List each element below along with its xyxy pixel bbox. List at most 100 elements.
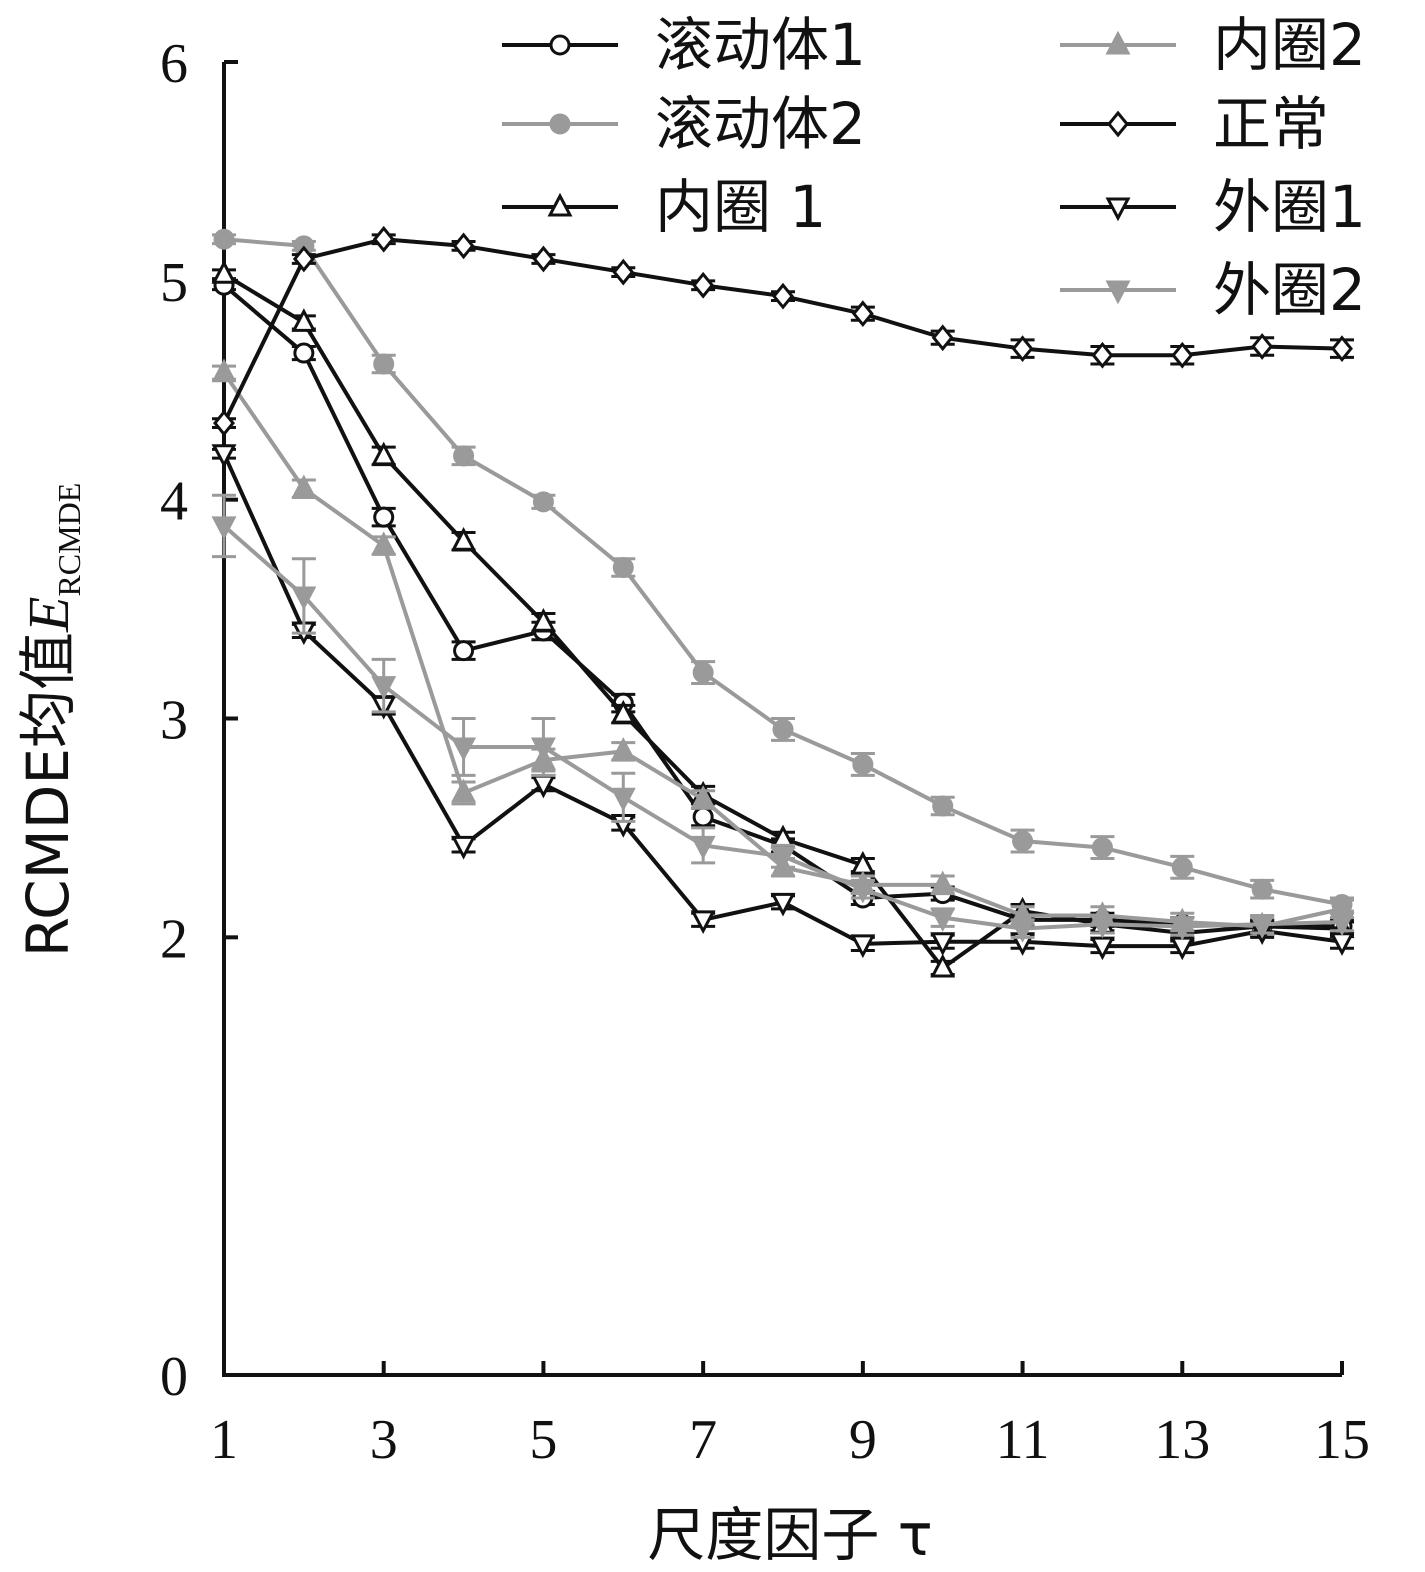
data-point — [850, 934, 876, 959]
data-point — [930, 932, 956, 956]
y-axis-title: RCMDE均值ERCMDE — [14, 483, 87, 958]
legend-marker — [549, 34, 571, 56]
legend-item-滚动体2: 滚动体2 — [502, 90, 866, 158]
data-point — [1011, 335, 1034, 363]
data-point — [453, 445, 475, 467]
legend-label: 正常 — [1213, 90, 1329, 158]
data-point — [451, 527, 477, 551]
legend-marker — [1105, 197, 1131, 222]
data-point — [690, 835, 716, 860]
legend-label: 滚动体2 — [655, 90, 866, 158]
data-point — [850, 879, 876, 904]
y-axis-title-subscript: RCMDE — [51, 483, 87, 597]
data-point — [1329, 912, 1355, 937]
data-point — [371, 531, 397, 556]
legend-item-外圈2: 外圈2 — [1060, 256, 1366, 324]
data-point — [930, 870, 956, 895]
data-point — [1171, 341, 1194, 369]
legend-marker — [1105, 30, 1131, 55]
series-滚动体2 — [212, 228, 1354, 916]
series-line-正常 — [222, 237, 1343, 424]
x-tick-label: 11 — [996, 1409, 1050, 1471]
data-point — [692, 271, 715, 299]
series-正常 — [212, 225, 1354, 437]
data-point — [292, 245, 315, 273]
data-point — [1331, 335, 1353, 363]
data-point — [371, 441, 397, 466]
data-point — [1169, 916, 1195, 941]
y-axis-title-main: RCMDE均值 — [14, 632, 82, 957]
data-point — [451, 835, 477, 860]
data-point — [610, 699, 636, 724]
data-point — [1171, 856, 1193, 878]
legend-marker — [549, 113, 571, 135]
data-point — [930, 953, 956, 978]
data-point — [851, 300, 874, 328]
legend-label: 外圈1 — [1213, 173, 1366, 241]
x-tick-label: 5 — [529, 1409, 557, 1471]
data-point — [692, 662, 714, 684]
data-point — [213, 228, 235, 250]
data-point — [451, 778, 477, 803]
x-tick-label: 1 — [210, 1409, 238, 1471]
data-point — [772, 282, 794, 310]
x-tick-label: 3 — [370, 1409, 398, 1471]
legend-marker — [547, 192, 573, 217]
data-point — [291, 586, 317, 611]
legend-marker — [1105, 280, 1131, 305]
data-point — [1010, 919, 1036, 943]
data-point — [1091, 837, 1113, 859]
data-point — [211, 260, 237, 284]
legend-label: 内圈 1 — [655, 173, 826, 241]
x-tick-label: 15 — [1314, 1409, 1370, 1471]
legend-marker — [1107, 110, 1129, 138]
y-ticks: 0 2 3 4 5 6 — [160, 33, 238, 1408]
legend-label: 外圈2 — [1213, 256, 1366, 324]
data-point — [930, 908, 956, 932]
data-point — [451, 737, 477, 762]
legend-label: 内圈2 — [1213, 11, 1366, 79]
legend-item-滚动体1: 滚动体1 — [502, 11, 866, 79]
data-point — [293, 342, 315, 364]
legend-item-内圈2: 内圈2 — [1060, 11, 1366, 79]
data-point — [610, 737, 636, 761]
data-point — [690, 910, 716, 935]
data-point — [1329, 932, 1355, 956]
x-tick-label: 9 — [849, 1409, 877, 1471]
data-point — [453, 640, 475, 662]
data-point — [1249, 914, 1275, 939]
data-point — [373, 506, 395, 528]
data-point — [373, 353, 395, 375]
data-point — [1091, 341, 1114, 369]
data-point — [213, 409, 235, 437]
data-point — [530, 607, 556, 632]
series-外圈2 — [211, 493, 1355, 943]
data-point — [532, 245, 555, 273]
data-point — [770, 846, 796, 871]
data-point — [1012, 830, 1034, 852]
y-tick-label: 5 — [160, 252, 188, 314]
data-point — [932, 795, 954, 817]
data-point — [211, 516, 237, 541]
x-tick-label: 7 — [689, 1409, 717, 1471]
y-axis-title-symbol: E — [16, 597, 81, 633]
svg-text:RCMDE均值ERCMDE: RCMDE均值ERCMDE — [14, 483, 87, 958]
data-point — [211, 358, 237, 383]
data-point — [612, 258, 635, 286]
data-point — [211, 444, 237, 468]
data-point — [1251, 333, 1274, 360]
legend-item-正常: 正常 — [1060, 90, 1329, 158]
data-point — [690, 785, 716, 809]
y-tick-label: 0 — [160, 1346, 188, 1408]
data-point — [852, 753, 874, 775]
data-point — [931, 324, 954, 352]
y-tick-label: 6 — [160, 33, 188, 95]
data-point — [692, 806, 714, 828]
data-point — [372, 225, 395, 253]
data-point — [1251, 878, 1273, 900]
data-point — [770, 892, 796, 917]
x-axis-title: 尺度因子 τ — [647, 1501, 932, 1569]
